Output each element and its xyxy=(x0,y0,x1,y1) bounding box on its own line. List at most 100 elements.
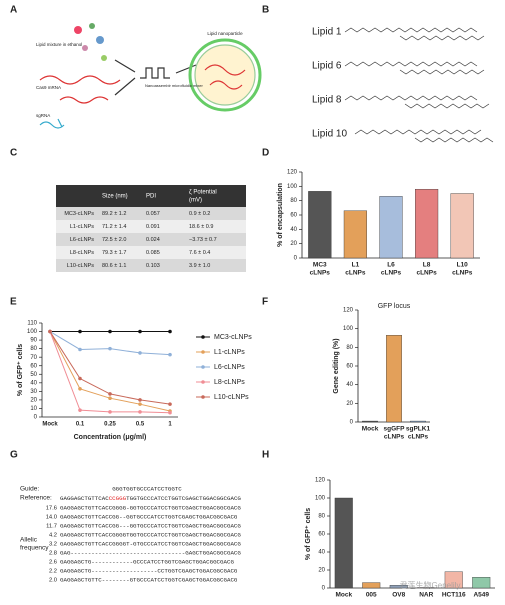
table-cell: L6-cLNPs xyxy=(70,237,94,243)
x-tick-label: 0.5 xyxy=(136,422,145,428)
panel-letter: F xyxy=(262,297,268,308)
alignment-guide: GGGTGGTGCCCATCCTGGTC xyxy=(112,486,182,493)
point xyxy=(78,329,82,334)
bar xyxy=(472,577,491,589)
y-tick-label: 0 xyxy=(350,420,354,426)
schematic-label: Lipid nanoparticle xyxy=(207,31,243,36)
legend-marker xyxy=(201,395,205,399)
allele-sequence: GAGGAGCTG-------------------CCTGGTCGAGCT… xyxy=(60,568,238,575)
y-tick-label: 20 xyxy=(318,568,325,574)
allele-sequence: GAGGAGCTGTTCACCGG---GGTGCCCATCCTGGTCGAGC… xyxy=(60,523,241,530)
table-cell: −3.73 ± 0.7 xyxy=(189,237,217,243)
y-tick-label: 20 xyxy=(290,241,297,247)
y-tick-label: 80 xyxy=(30,346,37,352)
x-tick-label: L6 xyxy=(387,262,395,269)
y-tick-label: 110 xyxy=(27,321,37,327)
reference-part: TGGTGCCCATCCTGGTCGAGCTGGACGGCGACG xyxy=(126,495,241,502)
y-tick-label: 90 xyxy=(30,338,37,344)
x-tick-label: cLNPs xyxy=(384,434,405,441)
y-tick-label: 100 xyxy=(287,184,298,190)
x-axis-title: Concentration (μg/ml) xyxy=(74,434,147,441)
allele-sequence: GAGGAGCTG------------GCCCATCCTGGTCGAGCTG… xyxy=(60,559,234,566)
y-tick-label: 80 xyxy=(318,514,325,520)
allele-frequency: 11.7 xyxy=(46,524,57,530)
y-tick-label: 50 xyxy=(30,372,37,378)
y-axis-title: % of GFP⁺ cells xyxy=(17,344,24,396)
bar xyxy=(444,571,463,589)
y-tick-label: 30 xyxy=(30,389,37,395)
schematic-label: Cas9 mRNA xyxy=(36,85,61,90)
x-tick-label: 0.1 xyxy=(76,422,85,428)
y-tick-label: 80 xyxy=(290,198,297,204)
bar xyxy=(308,191,332,259)
y-tick-label: 100 xyxy=(315,496,326,502)
allele-sequence: GAGGAGCTGTTCACCGGGG-GGTGCCCATCCTGGTCGAGC… xyxy=(60,505,241,512)
x-tick-label: L8 xyxy=(423,262,431,269)
series-line xyxy=(49,331,171,356)
schematic-label: Lipid mixture in ethanol xyxy=(36,42,82,47)
watermark: 君莲生物Genelily xyxy=(400,580,461,590)
bar xyxy=(362,420,378,423)
bar xyxy=(410,420,426,423)
table-cell: 72.5 ± 2.0 xyxy=(102,237,126,243)
point xyxy=(168,352,172,357)
y-tick-label: 40 xyxy=(318,550,325,556)
table-header: Size (nm) xyxy=(102,194,128,200)
table-cell: 0.103 xyxy=(146,263,160,269)
y-tick-label: 40 xyxy=(30,380,37,386)
panel-letter: H xyxy=(262,450,269,461)
allele-sequence: GAGGAGCTGTTCACCGGGGTGGTGCCCATCCTGGTCGAGC… xyxy=(60,532,241,539)
x-tick-label: cLNPs xyxy=(452,270,473,277)
allele-frequency: 2.0 xyxy=(49,578,57,584)
legend-label: L10-cLNPs xyxy=(214,394,249,401)
lipid-structures xyxy=(344,27,494,143)
panel-letter: C xyxy=(10,148,17,159)
x-tick-label: Mock xyxy=(335,592,352,599)
table-cell: 80.6 ± 1.1 xyxy=(102,263,126,269)
table-header: PDI xyxy=(146,194,156,200)
y-tick-label: 100 xyxy=(27,329,38,335)
table-cell: 3.9 ± 1.0 xyxy=(189,263,210,269)
y-tick-label: 80 xyxy=(346,345,353,351)
point xyxy=(138,410,142,414)
table-cell: 79.3 ± 1.7 xyxy=(102,250,126,256)
y-axis-title: % of GFP⁺ cells xyxy=(305,508,312,560)
bar xyxy=(379,196,403,259)
lipid-name: Lipid 10 xyxy=(312,129,347,140)
y-tick-label: 40 xyxy=(346,382,353,388)
point xyxy=(108,392,112,396)
table-row-bg xyxy=(56,259,246,272)
table-cell: 0.024 xyxy=(146,237,160,243)
allele-frequency: 4.2 xyxy=(49,533,57,539)
reference-sequence: GAGGAGCTGTTCACCCGGGTGGTGCCCATCCTGGTCGAGC… xyxy=(60,495,241,502)
x-tick-label: A549 xyxy=(473,592,489,599)
allele-frequency: 2.2 xyxy=(49,569,57,575)
series-line xyxy=(49,331,171,414)
lipid-name: Lipid 6 xyxy=(312,61,342,72)
y-tick-label: 70 xyxy=(30,355,37,361)
allele-frequency: 3.2 xyxy=(49,542,57,548)
point xyxy=(78,347,82,352)
y-tick-label: 120 xyxy=(343,308,354,314)
x-tick-label: sgGFP xyxy=(384,426,406,433)
table-cell: 71.2 ± 1.4 xyxy=(102,224,126,230)
y-tick-label: 60 xyxy=(290,213,297,219)
bar xyxy=(415,188,439,259)
x-tick-label: cLNPs xyxy=(381,270,402,277)
allele-sequence: GAGGAGCTGTTCACCGG--GGTGCCCATCCTGGTCGAGCT… xyxy=(60,514,238,521)
point xyxy=(138,398,142,402)
allele-frequency: 2.6 xyxy=(49,560,57,566)
point xyxy=(168,329,172,334)
bar xyxy=(334,497,353,589)
table-cell: 0.9 ± 0.2 xyxy=(189,211,210,217)
x-tick-label: Mock xyxy=(42,422,58,428)
x-tick-label: cLNPs xyxy=(408,434,429,441)
table-cell: L1-cLNPs xyxy=(70,224,94,230)
chart-title: GFP locus xyxy=(378,303,411,310)
y-tick-label: 40 xyxy=(290,227,297,233)
y-tick-label: 10 xyxy=(30,406,37,412)
alignment-label: Guide: xyxy=(20,486,39,493)
x-tick-label: NAR xyxy=(419,592,433,599)
point xyxy=(168,402,172,406)
y-tick-label: 60 xyxy=(318,532,325,538)
